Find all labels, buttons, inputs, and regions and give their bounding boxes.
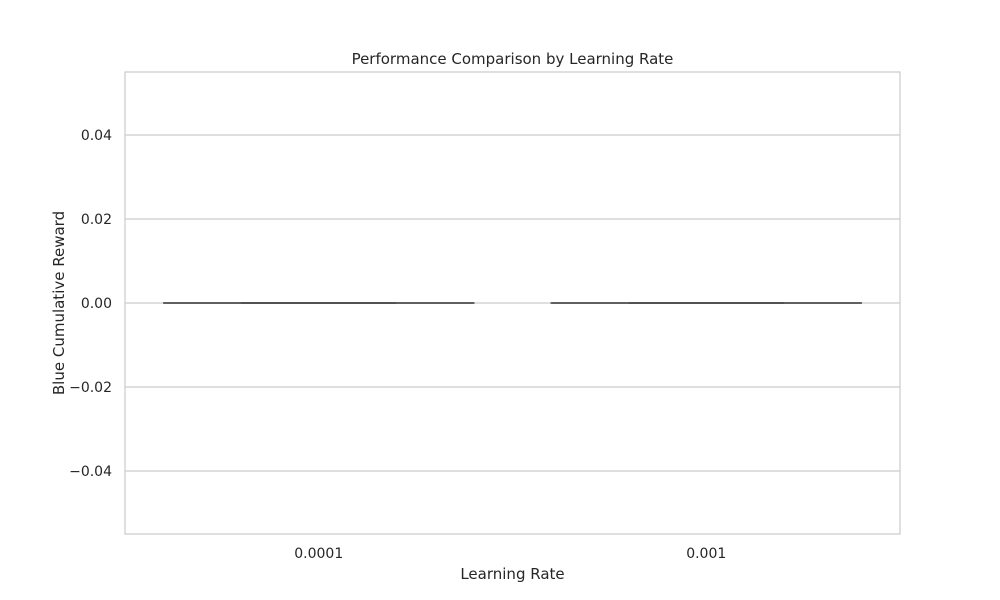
x-tick-label: 0.0001 <box>294 546 343 562</box>
x-axis-label: Learning Rate <box>460 565 564 583</box>
y-tick-label: 0.00 <box>81 296 112 312</box>
y-tick-label: 0.04 <box>81 128 112 144</box>
x-ticks: 0.0001 0.001 <box>294 546 726 562</box>
y-tick-label: −0.02 <box>69 380 112 396</box>
y-tick-label: −0.04 <box>69 464 112 480</box>
x-tick-label: 0.001 <box>686 546 726 562</box>
y-tick-label: 0.02 <box>81 212 112 228</box>
chart-title: Performance Comparison by Learning Rate <box>352 50 674 68</box>
y-axis-label: Blue Cumulative Reward <box>50 211 68 395</box>
plot-frame <box>124 71 901 535</box>
y-ticks: −0.04 −0.02 0.00 0.02 0.04 <box>69 128 112 480</box>
